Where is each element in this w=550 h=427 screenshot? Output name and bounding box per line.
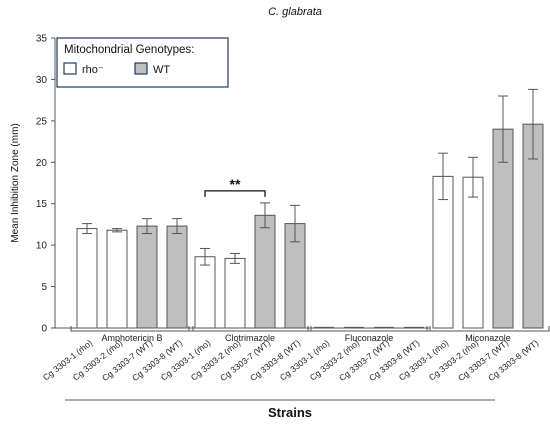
chart-title: C. glabrata (268, 6, 322, 18)
significance-marker: ** (230, 176, 241, 192)
y-tick-label: 15 (36, 199, 48, 210)
y-tick-label: 10 (36, 241, 48, 252)
y-axis-label: Mean Inhibition Zone (mm) (10, 123, 21, 243)
category-label: Cg 3303-1 (rho) (159, 338, 213, 383)
legend: Mitochondrial Genotypes: rho⁻ WT (56, 37, 229, 88)
y-tick-label: 25 (36, 116, 48, 127)
y-tick-label: 0 (41, 324, 47, 335)
legend-item-label: rho⁻ (82, 64, 104, 76)
y-tick-label: 30 (36, 75, 48, 86)
y-tick-label: 5 (41, 282, 47, 293)
group-bracket (188, 326, 312, 332)
bar (194, 256, 216, 329)
legend-swatch (134, 62, 148, 75)
category-label: Cg 3303-1 (rho) (41, 338, 95, 383)
bar (166, 225, 188, 329)
category-label: Cg 3303-1 (rho) (397, 338, 451, 383)
group-bracket (70, 326, 194, 332)
annotations: ** (204, 176, 266, 197)
bars: Cg 3303-1 (rho)Cg 3303-2 (rho)Cg 3303-7 … (41, 88, 550, 383)
bar (136, 225, 158, 329)
y-tick-label: 20 (36, 158, 48, 169)
group-label: Fluconazole (345, 333, 394, 343)
category-label: Cg 3303-1 (rho) (278, 338, 332, 383)
bar (254, 214, 276, 329)
significance-bracket (204, 190, 266, 197)
bar (76, 228, 98, 329)
bar (462, 176, 484, 329)
group-bracket (307, 326, 431, 332)
bar (106, 229, 128, 329)
group-bracket (426, 326, 550, 332)
y-tick-label: 35 (36, 34, 48, 45)
bar (224, 257, 246, 329)
x-axis-label: Strains (268, 405, 312, 420)
legend-title: Mitochondrial Genotypes: (64, 44, 194, 56)
legend-swatch (63, 62, 77, 75)
group-label: Miconazole (465, 333, 511, 343)
group-label: Amphotericin B (101, 333, 162, 343)
group-label: Clotrimazole (225, 333, 275, 343)
legend-item-label: WT (153, 64, 170, 76)
